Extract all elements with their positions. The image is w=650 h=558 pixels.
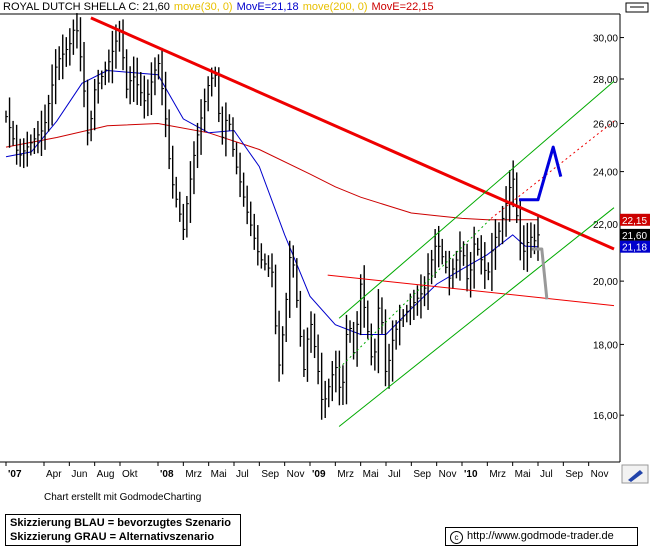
x-tick-label: Sep	[413, 469, 431, 480]
x-tick-label: Okt	[122, 469, 138, 480]
header-ma30-label: move(30, 0)	[174, 1, 233, 13]
source-url[interactable]: http://www.godmode-trader.de	[467, 530, 614, 542]
y-tick-label: 22,00	[593, 220, 618, 231]
y-tick-label: 20,00	[593, 277, 618, 288]
legend-blue: Skizzierung BLAU = bevorzugtes Szenario	[10, 517, 231, 529]
draw-tool-button[interactable]	[621, 464, 649, 484]
line-channel-green-3	[338, 80, 615, 319]
x-axis-ticks: '07 Apr Jun Aug Okt '08 Mrz Mai Jul Sep Nov '09 Mrz M…	[5, 462, 609, 480]
chart-credit: Chart erstellt mit GodmodeCharting	[44, 492, 202, 503]
y-tick-label: 26,00	[593, 120, 618, 131]
line-scenario-blue-6	[519, 145, 563, 202]
x-tick-label: Aug	[97, 469, 115, 480]
badge-ma30-label: 21,18	[622, 243, 647, 254]
ma200-line	[5, 122, 538, 221]
badge-close-bg	[620, 228, 650, 241]
header-close: 21,60	[142, 1, 170, 13]
chart-header: ROYAL DUTCH SHELLA C: 21,60 move(30, 0) Mo…	[3, 1, 434, 13]
y-tick-label: 18,00	[593, 340, 618, 351]
x-tick-label: Jul	[540, 469, 553, 480]
line-scenario-grey-7	[531, 247, 549, 300]
x-tick-label: Jul	[236, 469, 249, 480]
line-trendline-red-1	[327, 274, 615, 307]
x-tick-label: Apr	[46, 469, 62, 480]
y-tick-label: 28,00	[593, 75, 618, 86]
line-channel-green-2	[338, 207, 615, 427]
x-tick-label: Mrz	[337, 469, 354, 480]
pencil-icon	[628, 470, 643, 482]
copyright-icon: c	[450, 531, 463, 544]
badge-ma200-bg	[620, 213, 650, 226]
price-bars	[5, 13, 540, 420]
x-tick-label: Mai	[363, 469, 379, 480]
badge-close-label: 21,60	[622, 231, 647, 242]
badge-ma200-label: 22,15	[622, 216, 647, 227]
x-tick-label: Jul	[388, 469, 401, 480]
line-trendline-red-0	[90, 16, 615, 251]
x-tick-label: Mrz	[489, 469, 506, 480]
x-tick-label: '08	[160, 469, 174, 480]
x-tick-label: Mai	[515, 469, 531, 480]
y-axis-ticks: 16,00 18,00 20,00 22,00 24,00 26,00 28,00 30,00	[593, 34, 624, 422]
line-channel-red-5	[490, 120, 615, 219]
x-tick-label: Nov	[439, 469, 457, 480]
header-symbol: ROYAL DUTCH SHELLA C:	[3, 1, 142, 13]
x-tick-label: Jun	[71, 469, 87, 480]
legend-grey: Skizzierung GRAU = Alternativszenario	[10, 531, 215, 543]
x-tick-label: Sep	[261, 469, 279, 480]
scenario-legend: Skizzierung BLAU = bevorzugtes Szenario …	[5, 514, 241, 546]
x-tick-label: Sep	[565, 469, 583, 480]
x-tick-label: '10	[464, 469, 478, 480]
header-ma200-label: move(200, 0)	[303, 1, 368, 13]
x-tick-label: Mrz	[185, 469, 202, 480]
header-mov-e: MovE=21,18	[237, 1, 299, 13]
x-tick-label: Mai	[211, 469, 227, 480]
y-tick-label: 30,00	[593, 34, 618, 45]
y-tick-label: 24,00	[593, 168, 618, 179]
badge-ma30-bg	[620, 240, 650, 253]
x-tick-label: Nov	[591, 469, 609, 480]
x-tick-label: Nov	[287, 469, 305, 480]
x-tick-label: '07	[8, 469, 22, 480]
line-channel-green-4	[338, 218, 492, 369]
header-mov-e200: MovE=22,15	[372, 1, 434, 13]
y-tick-label: 16,00	[593, 411, 618, 422]
ma200-series	[5, 122, 538, 221]
drawn-lines	[90, 16, 615, 427]
x-tick-label: '09	[312, 469, 326, 480]
source-url-box: c http://www.godmode-trader.de	[445, 527, 638, 546]
